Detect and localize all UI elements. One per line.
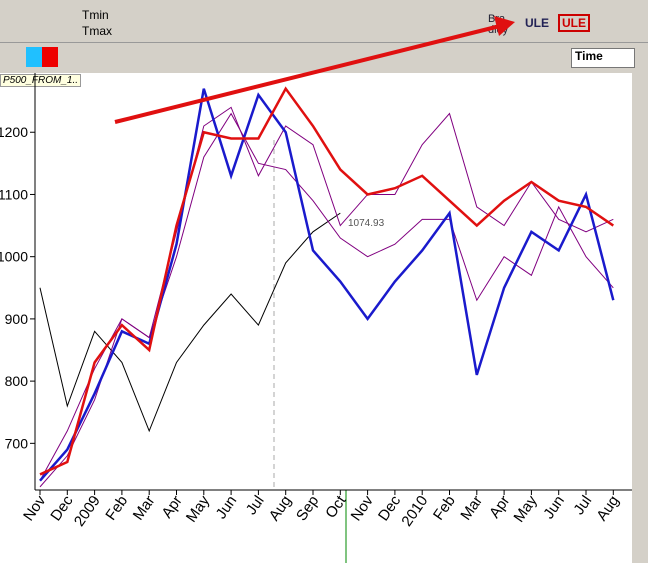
x-tick-label: Jun [213,493,241,523]
color-button[interactable] [26,47,42,67]
color-button[interactable] [42,47,58,67]
y-tick-label: 1200 [0,124,28,140]
arrow-annotation [114,24,501,124]
ule-button[interactable]: ULE [525,16,549,30]
x-tick-label: 2009 [71,493,104,530]
x-tick-label: Aug [266,493,295,525]
ule-red-button[interactable]: ULE [558,14,590,32]
x-tick-label: Nov [348,492,378,524]
toolbar-second: Time [0,44,648,72]
x-tick-label: Feb [102,493,131,524]
series-line [39,112,614,481]
x-tick-label: Apr [158,493,185,522]
x-tick-label: Feb [430,493,459,524]
series-line [39,86,615,476]
x-tick-label: Aug [593,493,622,525]
y-tick-label: 700 [5,435,29,451]
x-tick-label: May [510,492,540,525]
y-tick-label: 1100 [0,186,28,202]
x-tick-label: Jul [243,493,268,518]
y-tick-label: 800 [5,373,29,389]
x-tick-label: Jul [570,493,595,518]
y-tick-label: 1000 [0,249,28,265]
tmax-button[interactable]: Tmax [82,24,112,38]
series-line [39,106,614,488]
plot [39,86,615,488]
x-tick-label: Mar [457,493,486,524]
x-tick-label: Sep [293,493,322,525]
y-tick-label: 900 [5,311,29,327]
x-tick-label: May [183,492,213,525]
x-tick-label: Nov [20,492,50,524]
x-tick-label: Jun [540,493,568,523]
price-annotation: 1074.93 [348,218,385,229]
tmin-button[interactable]: Tmin [82,8,109,22]
chart-tab[interactable]: P500_FROM_1.. [0,74,82,87]
arrow-head [494,16,515,36]
timeframe-label: Time [575,49,603,63]
timeframe-select[interactable]: Time [571,48,635,68]
x-tick-label: Mar [130,493,159,524]
x-tick-label: Apr [486,493,513,522]
x-tick-label: 2010 [398,493,431,530]
series-line [39,212,341,433]
